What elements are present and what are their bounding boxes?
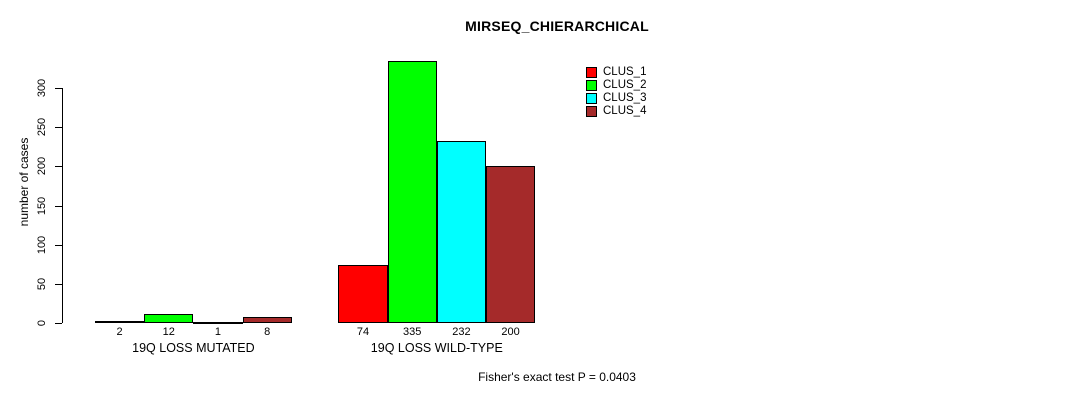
- y-tick-label: 100: [36, 235, 48, 254]
- y-axis-tick: [55, 205, 62, 207]
- bar-clus_1-2: [338, 265, 388, 323]
- y-tick-label: 150: [36, 196, 48, 215]
- legend-item-clus_2: CLUS_2: [586, 79, 646, 92]
- bar-value-label: 74: [356, 326, 370, 338]
- bar-clus_2-2: [387, 60, 437, 323]
- bar-value-label: 200: [501, 326, 520, 338]
- y-axis-label: number of cases: [17, 137, 31, 227]
- annotation-text: Fisher's exact test P = 0.0403: [478, 370, 636, 384]
- bar-value-label: 335: [403, 326, 422, 338]
- x-category-label: 19Q LOSS MUTATED: [132, 341, 255, 355]
- chart-title: MIRSEQ_CHIERARCHICAL: [465, 18, 649, 34]
- legend-swatch-clus_1: [586, 67, 597, 78]
- legend-swatch-clus_4: [586, 106, 597, 117]
- bar-value-label: 232: [452, 326, 471, 338]
- legend-label: CLUS_1: [603, 66, 647, 78]
- y-axis-tick: [55, 323, 62, 324]
- y-axis-tick: [55, 88, 62, 89]
- bar-clus_3-2: [436, 141, 486, 323]
- y-axis-tick: [55, 127, 62, 129]
- x-category-label: 19Q LOSS WILD-TYPE: [370, 341, 503, 355]
- bar-value-label: 12: [162, 326, 175, 338]
- legend-label: CLUS_4: [603, 105, 647, 117]
- y-tick-label: 250: [36, 117, 48, 137]
- y-axis-tick: [55, 283, 62, 285]
- legend-swatch-clus_3: [586, 93, 597, 104]
- y-tick-label: 0: [36, 319, 48, 327]
- bar-clus_3-1: [193, 322, 243, 324]
- y-tick-label: 200: [36, 157, 48, 176]
- bar-clus_1-1: [95, 321, 145, 324]
- bar-clus_4-2: [486, 166, 536, 323]
- legend-item-clus_1: CLUS_1: [586, 66, 646, 79]
- legend-item-clus_4: CLUS_4: [586, 105, 646, 118]
- legend-label: CLUS_2: [603, 79, 647, 91]
- bar-clus_4-1: [242, 316, 292, 323]
- y-tick-label: 300: [36, 78, 48, 98]
- y-axis-line: [62, 88, 63, 323]
- y-axis-tick: [55, 244, 62, 246]
- y-tick-label: 50: [36, 277, 48, 290]
- y-axis-tick: [55, 166, 62, 168]
- legend-label: CLUS_3: [603, 92, 647, 104]
- bar-value-label: 2: [116, 326, 123, 338]
- bar-value-label: 1: [214, 326, 222, 338]
- legend-swatch-clus_2: [586, 80, 597, 91]
- legend: CLUS_1 CLUS_2 CLUS_3 CLUS_4: [586, 66, 646, 118]
- bar-value-label: 8: [264, 326, 271, 338]
- legend-item-clus_3: CLUS_3: [586, 92, 646, 105]
- bar-clus_2-1: [144, 313, 194, 323]
